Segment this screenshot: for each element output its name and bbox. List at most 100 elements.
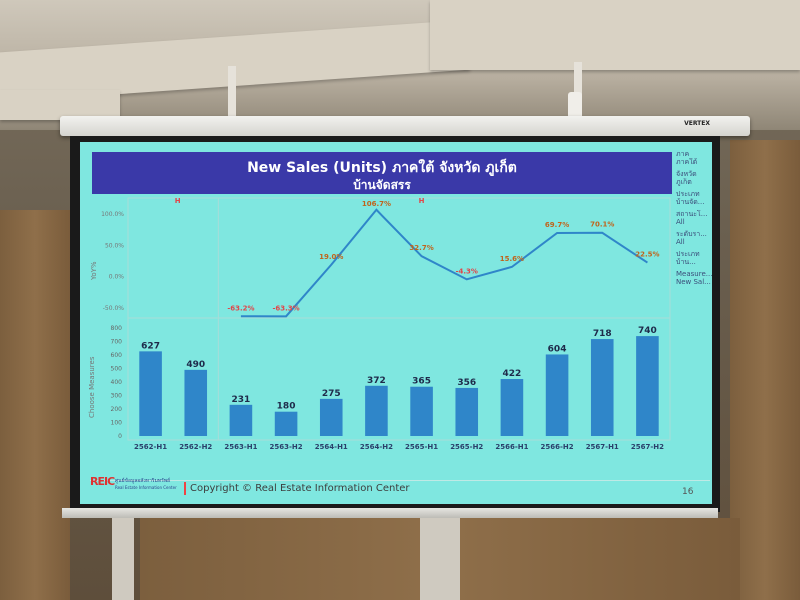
line-y-tick: 100.0% bbox=[101, 211, 124, 218]
bar-y-tick: 800 bbox=[111, 325, 123, 332]
wall-panel-left bbox=[0, 210, 70, 600]
x-tick-label: 2564-H1 bbox=[315, 443, 348, 451]
bar-y-tick: 700 bbox=[111, 339, 123, 346]
yoy-data-label: 19.0% bbox=[319, 253, 343, 261]
screen-brand: VERTEX bbox=[684, 120, 710, 127]
yoy-data-label: 32.7% bbox=[409, 244, 433, 252]
bar-y-tick: 400 bbox=[111, 379, 123, 386]
filter-entry: ประเภท bbox=[676, 190, 700, 198]
bar-y-tick: 200 bbox=[111, 406, 123, 413]
sales-bar bbox=[410, 386, 433, 436]
x-tick-label: 2565-H1 bbox=[405, 443, 438, 451]
filter-panel: ภาค ภาคใต้ จังหวัด ภูเก็ต ประเภท บ้านจัด... สถ… bbox=[676, 150, 712, 300]
sales-bar bbox=[365, 385, 388, 436]
filter-entry: จังหวัด bbox=[676, 170, 697, 178]
projector-mount-left bbox=[228, 66, 236, 118]
x-tick-label: 2567-H1 bbox=[586, 443, 619, 451]
bar-data-label: 718 bbox=[593, 329, 612, 339]
screen-housing: VERTEX bbox=[60, 116, 750, 136]
slide-title: New Sales (Units) ภาคใต้ จังหวัด ภูเก็ต bbox=[247, 160, 517, 176]
bar-y-tick: 500 bbox=[111, 366, 123, 373]
sales-bar bbox=[455, 387, 479, 436]
logo-subtext: Real Estate Information Center bbox=[115, 485, 177, 490]
yoy-data-label: 15.6% bbox=[500, 255, 524, 263]
slide-title-bar: New Sales (Units) ภาคใต้ จังหวัด ภูเก็ต … bbox=[92, 152, 672, 194]
yoy-data-label: -4.3% bbox=[456, 267, 478, 275]
bar-panel-frame bbox=[127, 317, 671, 441]
wall-panel-right bbox=[730, 140, 800, 600]
filter-entry: ภูเก็ต bbox=[676, 178, 692, 186]
filter-entry: บ้านจัด... bbox=[676, 198, 705, 206]
bar-data-label: 604 bbox=[548, 344, 567, 354]
x-tick-label: 2566-H2 bbox=[541, 443, 574, 451]
filter-entry: ระดับรา... bbox=[676, 230, 707, 238]
projector-mount-right bbox=[574, 62, 582, 118]
bar-axis-label: Choose Measures bbox=[88, 356, 96, 418]
x-tick-label: 2563-H2 bbox=[270, 443, 303, 451]
x-tick-label: 2562-H2 bbox=[179, 443, 212, 451]
stand-post-center bbox=[420, 512, 460, 600]
slide-subtitle: บ้านจัดสรร bbox=[353, 178, 411, 192]
bar-data-label: 490 bbox=[186, 360, 205, 370]
sales-bar bbox=[545, 354, 569, 436]
bar-data-label: 365 bbox=[412, 377, 431, 387]
bar-data-label: 275 bbox=[322, 389, 341, 399]
sales-bar bbox=[184, 369, 208, 436]
h-marker-left: H bbox=[175, 197, 181, 205]
bar-data-label: 180 bbox=[277, 402, 296, 412]
footer-divider bbox=[90, 480, 710, 481]
filter-entry: สถานะโ... bbox=[676, 210, 708, 218]
yoy-data-label: -63.3% bbox=[272, 304, 299, 312]
x-tick-label: 2565-H2 bbox=[450, 443, 483, 451]
filter-entry: All bbox=[676, 218, 685, 226]
sales-bar bbox=[319, 398, 343, 436]
bar-data-label: 356 bbox=[457, 378, 476, 388]
x-tick-label: 2566-H1 bbox=[495, 443, 528, 451]
bar-y-tick: 100 bbox=[111, 420, 123, 427]
sales-bar bbox=[636, 336, 659, 436]
sales-bar bbox=[500, 379, 524, 436]
yoy-data-label: 69.7% bbox=[545, 221, 569, 229]
bar-data-label: 372 bbox=[367, 376, 386, 386]
bar-y-tick: 600 bbox=[111, 352, 123, 359]
ceiling-ledge bbox=[0, 90, 120, 120]
reic-logo: REIC ศูนย์ข้อมูลอสังหาริมทรัพย์ Real Est… bbox=[90, 475, 182, 497]
yoy-data-label: 22.5% bbox=[635, 251, 659, 259]
yoy-line bbox=[240, 208, 648, 318]
line-y-tick: -50.0% bbox=[103, 305, 125, 312]
x-tick-label: 2564-H2 bbox=[360, 443, 393, 451]
logo-text: ศูนย์ข้อมูลอสังหาริมทรัพย์ bbox=[115, 478, 171, 484]
x-tick-label: 2562-H1 bbox=[134, 443, 167, 451]
filter-entry: ภาค bbox=[676, 150, 690, 158]
sales-bar bbox=[229, 404, 253, 436]
bar-y-tick: 300 bbox=[111, 393, 123, 400]
yoy-data-label: -63.2% bbox=[227, 304, 254, 312]
sales-bar bbox=[590, 339, 614, 436]
stand-post-left bbox=[112, 512, 134, 600]
bar-y-tick: 0 bbox=[118, 433, 122, 440]
filter-entry: ประเภท bbox=[676, 250, 700, 258]
h-marker-right: H bbox=[419, 197, 425, 205]
ceiling-beam-right bbox=[430, 0, 800, 70]
yoy-data-label: 70.1% bbox=[590, 221, 614, 229]
ceiling-camera bbox=[568, 92, 582, 122]
filter-entry: New Sal... bbox=[676, 278, 711, 286]
bar-data-label: 627 bbox=[141, 341, 160, 351]
filter-entry: Measure... bbox=[676, 270, 712, 278]
yoy-data-label: 106.7% bbox=[362, 200, 391, 208]
screen-bottom-bar bbox=[62, 508, 718, 518]
copyright-text: Copyright © Real Estate Information Cent… bbox=[190, 483, 410, 494]
filter-entry: All bbox=[676, 238, 685, 246]
bar-data-label: 231 bbox=[232, 395, 251, 405]
sales-bar bbox=[274, 411, 298, 436]
dashboard-chart: H H 100.0% 50.0% 0.0% -50.0% -63.2% -63.3% 19.0%… bbox=[101, 197, 671, 451]
projected-slide: New Sales (Units) ภาคใต้ จังหวัด ภูเก็ต … bbox=[80, 142, 712, 504]
x-tick-label: 2563-H1 bbox=[224, 443, 257, 451]
filter-entry: บ้าน... bbox=[676, 258, 696, 266]
bar-data-label: 422 bbox=[503, 369, 522, 379]
line-y-tick: 50.0% bbox=[105, 242, 124, 249]
footer-separator bbox=[184, 482, 186, 495]
filter-entry: ภาคใต้ bbox=[676, 158, 698, 166]
line-axis-label: YoY% bbox=[90, 261, 98, 280]
page-number: 16 bbox=[682, 487, 694, 497]
